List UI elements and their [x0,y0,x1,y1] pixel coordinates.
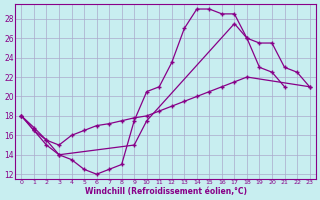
X-axis label: Windchill (Refroidissement éolien,°C): Windchill (Refroidissement éolien,°C) [84,187,246,196]
